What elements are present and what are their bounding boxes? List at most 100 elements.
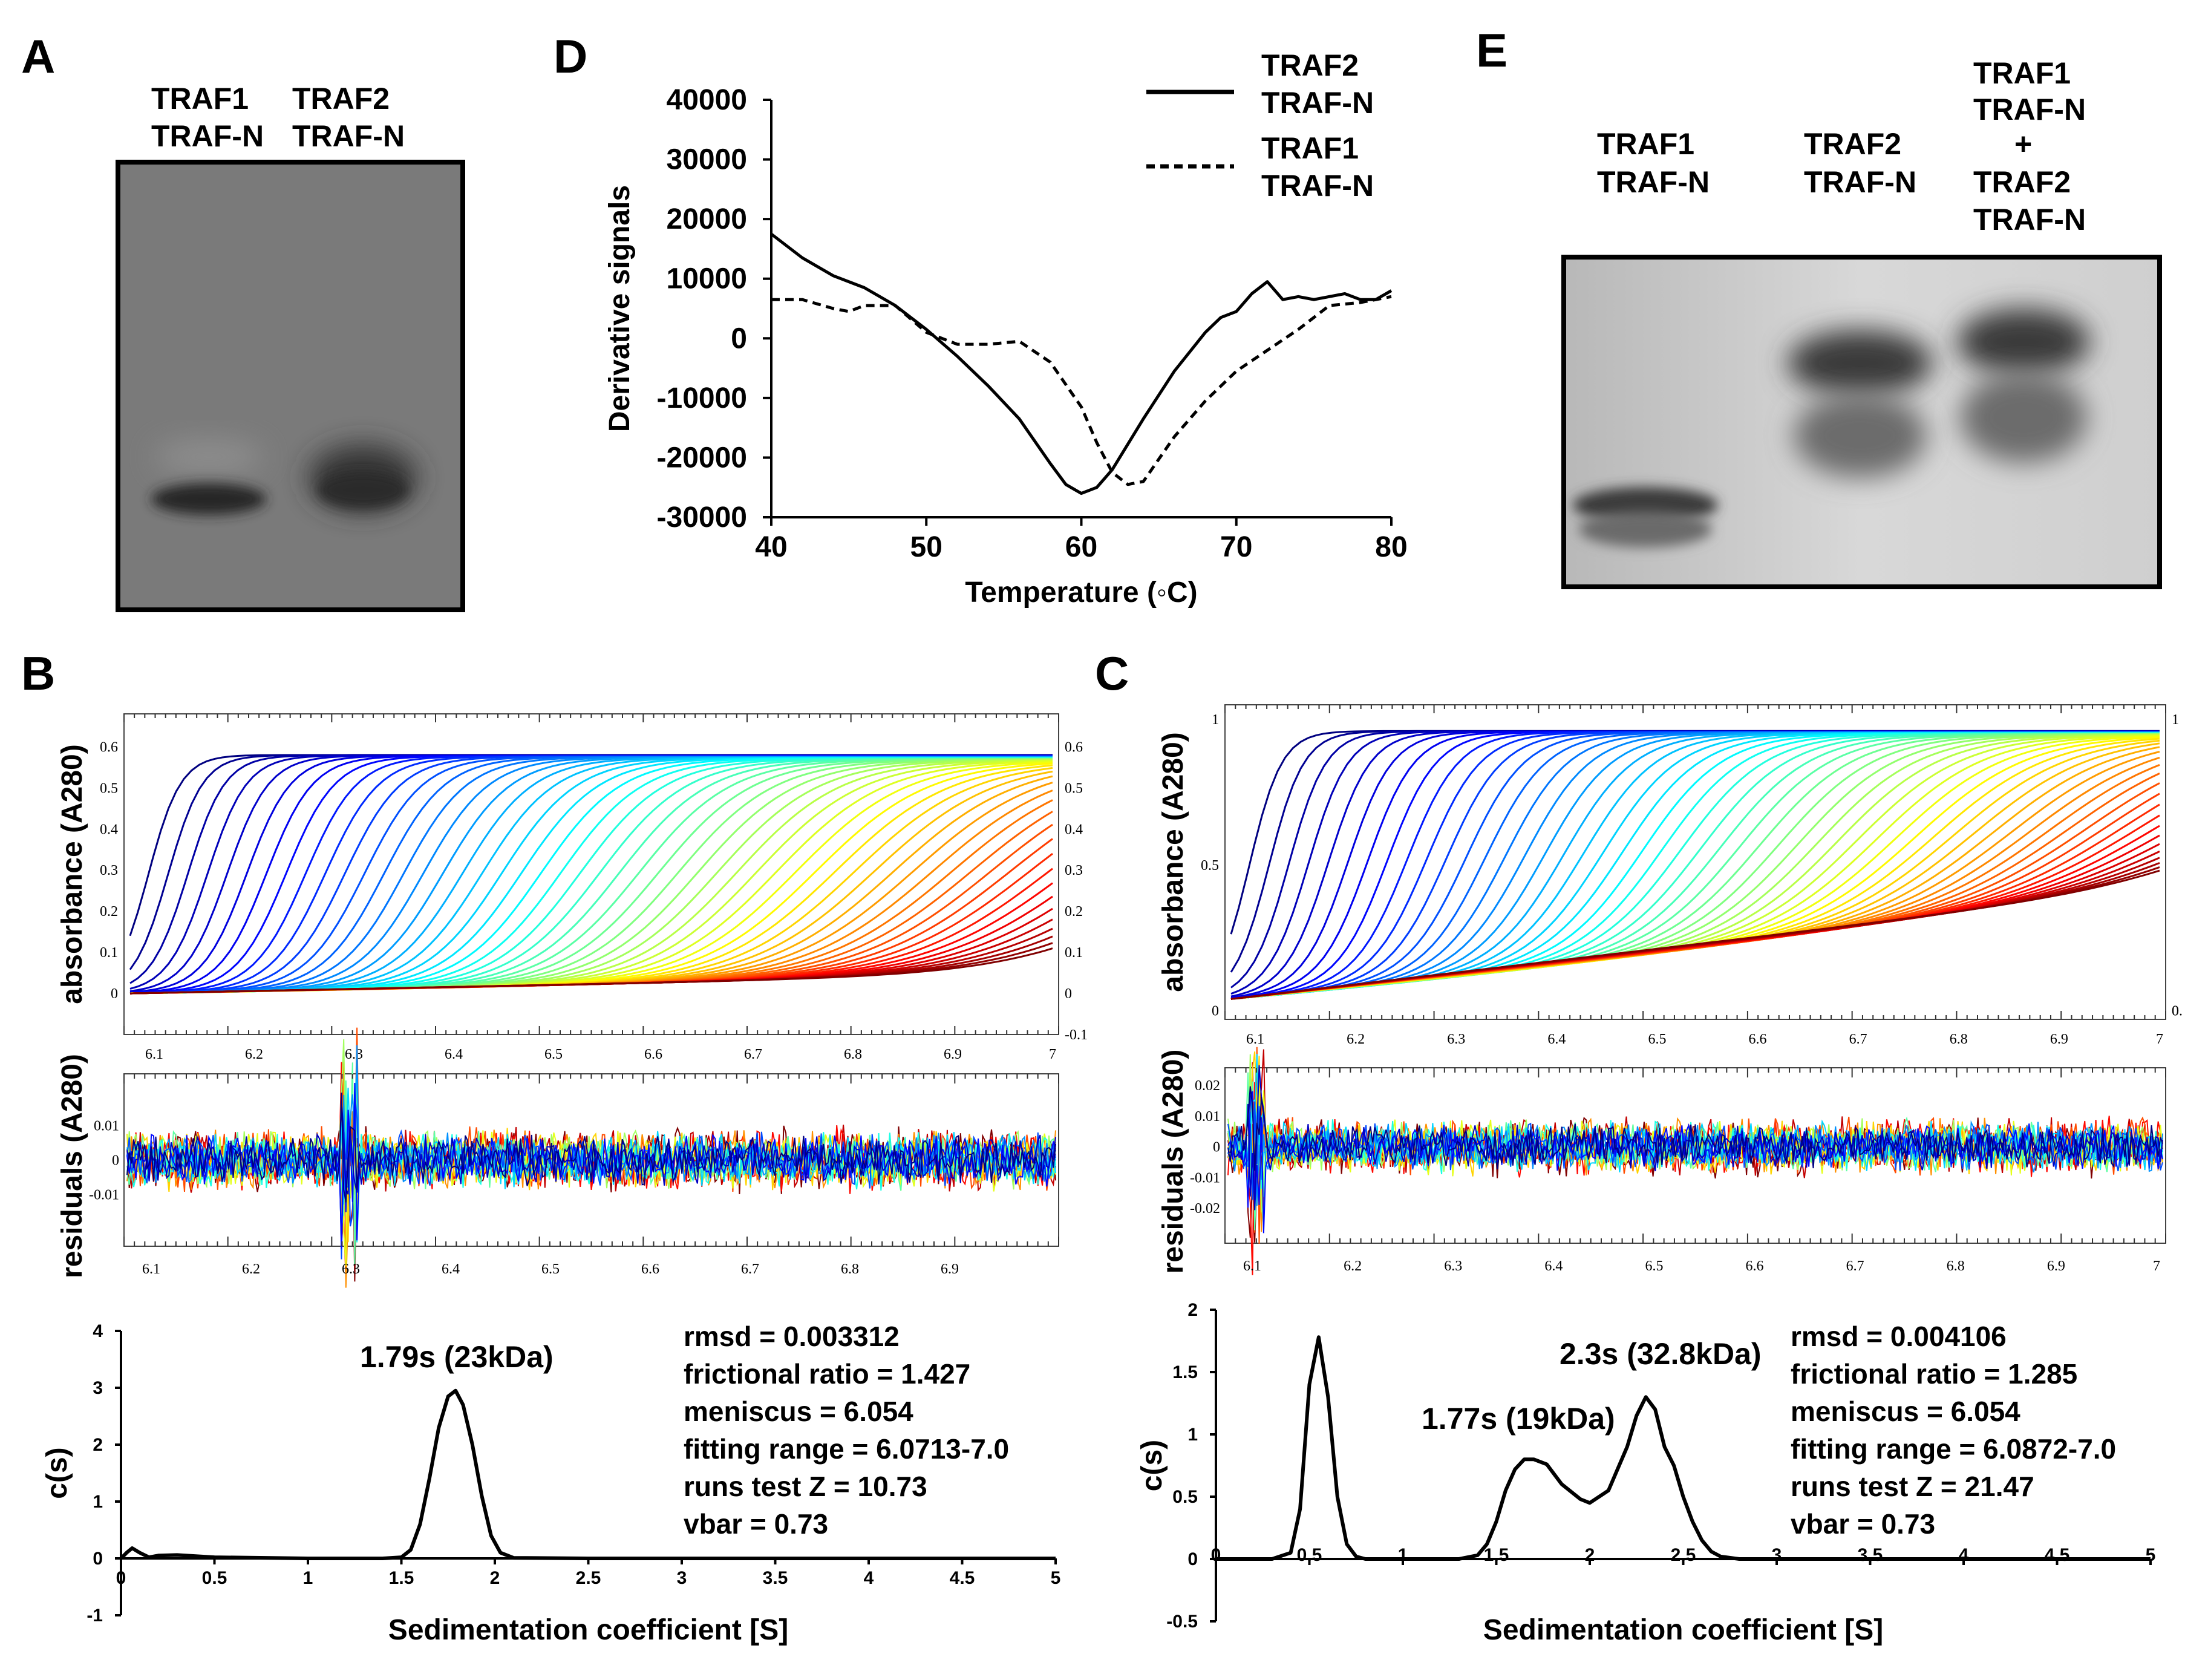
abs-y-right-tick-label: 0.4 [1065, 822, 1083, 837]
abs-y-tick-label: 0 [111, 986, 118, 1002]
residual-line [1227, 1086, 2163, 1171]
x-tick-label: 5 [1051, 1568, 1061, 1588]
x-axis-label: Sedimentation coefficient [S] [1483, 1614, 1883, 1646]
res-y-tick-label: -0.01 [1190, 1170, 1220, 1186]
y-tick-label: -10000 [657, 382, 747, 414]
abs-y-tick-label: 0.2 [100, 904, 118, 920]
abs-x-tick-label: 6.5 [1648, 1031, 1666, 1047]
peak-label-c2: 2.3s (32.8kDa) [1560, 1337, 1762, 1371]
res-x-tick-label: 6.3 [1444, 1258, 1462, 1274]
lane-e1-line1: TRAF1 [1597, 127, 1694, 161]
residuals-plot-c: 6.1 6.2 6.3 6.4 6.5 6.6 6.7 6.8 6.9 7 0.02 0.01 0 -0.… [1157, 1047, 2166, 1275]
res-x-tick-label: 6.5 [1645, 1258, 1663, 1274]
abs-y-axis-label: absorbance (A280) [56, 744, 88, 1004]
y-tick-label: -1 [87, 1606, 103, 1626]
res-x-tick-label: 6.5 [541, 1261, 560, 1277]
y-tick-label: 40000 [667, 84, 747, 116]
y-tick-label: 20000 [667, 203, 747, 235]
gel-e [1561, 255, 2162, 589]
lane-e3-plus: + [2014, 127, 2032, 161]
stat-b-vbar: vbar = 0.73 [684, 1508, 828, 1540]
panel-c: C 6.1 6.2 6.3 6.4 6.5 6.6 6.7 6.8 6.9 700.5100.1a… [1095, 647, 2183, 1646]
panel-b-letter: B [21, 647, 55, 700]
res-y-tick-label: -0.01 [89, 1188, 119, 1203]
cs-plot-c: 0 0.5 1 1.5 2 2.5 3 3.5 4 4.5 5 2 1.5 1 0.5 0 -0.5 Sedime… [1136, 1300, 2155, 1646]
x-tick-label: 2.5 [1671, 1545, 1696, 1565]
legend-dashed-label-2: TRAF-N [1261, 169, 1374, 203]
abs-y-right-tick-label: 0.1 [1065, 945, 1083, 961]
x-axis-label: Temperature (◦C) [965, 577, 1197, 609]
legend-solid-label-1: TRAF2 [1261, 48, 1359, 82]
abs-y-right-tick-label: 0.6 [1065, 739, 1083, 755]
gel-a [116, 160, 465, 612]
stats-c: rmsd = 0.004106 frictional ratio = 1.285… [1791, 1321, 2116, 1540]
panel-d: D 40 50 60 70 80 40000 30000 20000 10000 0 -10000 -… [554, 30, 1408, 609]
x-tick-label: 4 [864, 1568, 874, 1588]
res-x-tick-label: 7 [2153, 1258, 2160, 1274]
y-tick-label: 1 [93, 1492, 103, 1512]
y-axis-label: c(s) [41, 1447, 73, 1499]
stat-c-meniscus: meniscus = 6.054 [1791, 1396, 2020, 1427]
res-x-tick-label: 6.7 [741, 1261, 759, 1277]
abs-x-tick-label: 6.2 [1347, 1031, 1365, 1047]
x-tick-label: 2 [490, 1568, 500, 1588]
x-tick-label: 2.5 [576, 1568, 601, 1588]
res-x-tick-label: 6.9 [2047, 1258, 2065, 1274]
y-tick-label: 2 [93, 1435, 103, 1455]
res-x-tick-label: 6.6 [1746, 1258, 1764, 1274]
stat-b-runs: runs test Z = 10.73 [684, 1471, 927, 1502]
abs-y-right-tick-label: 0.2 [1065, 904, 1083, 920]
abs-x-tick-label: 7 [2156, 1031, 2163, 1047]
stat-c-rmsd: rmsd = 0.004106 [1791, 1321, 2007, 1352]
abs-y-right-tick-label: 0.3 [1065, 863, 1083, 878]
lane-a1-line2: TRAF-N [151, 119, 264, 153]
y-tick-label: 0 [731, 322, 747, 355]
y-tick-label: -30000 [657, 502, 747, 534]
abs-y-tick-label: 0.1 [100, 945, 118, 961]
res-y-tick-label: 0.02 [1195, 1078, 1220, 1094]
abs-y-tick-label: 0.5 [100, 780, 118, 796]
x-tick-label: 0.5 [1297, 1545, 1322, 1565]
abs-x-tick-label: 6.7 [744, 1047, 762, 1062]
y-tick-label: 3 [93, 1378, 103, 1398]
abs-x-tick-label: 6.8 [1950, 1031, 1968, 1047]
x-tick-label: 1.5 [389, 1568, 414, 1588]
res-x-tick-label: 6.2 [1344, 1258, 1362, 1274]
x-tick-label: 50 [910, 531, 942, 563]
residual-line [126, 1093, 1056, 1203]
x-tick-label: 1 [303, 1568, 313, 1588]
abs-x-tick-label: 6.5 [544, 1047, 563, 1062]
res-x-tick-label: 6.4 [1544, 1258, 1563, 1274]
lane-a2-line1: TRAF2 [292, 82, 390, 116]
x-tick-label: 0.5 [202, 1568, 227, 1588]
y-tick-label: 0 [1187, 1549, 1198, 1569]
abs-y-axis-label: absorbance (A280) [1157, 732, 1189, 992]
x-tick-label: 0 [116, 1568, 126, 1588]
y-tick-label: 0.5 [1172, 1487, 1198, 1507]
stat-c-fitting: fitting range = 6.0872-7.0 [1791, 1433, 2116, 1465]
abs-x-tick-label: 6.3 [345, 1047, 363, 1062]
y-tick-label: 0 [93, 1549, 103, 1569]
scan-line [1230, 869, 2160, 1000]
legend-solid-label-2: TRAF-N [1261, 86, 1374, 120]
stat-b-rmsd: rmsd = 0.003312 [684, 1321, 900, 1352]
res-x-tick-label: 6.6 [641, 1261, 659, 1277]
abs-y-right-tick-label: 0.5 [1065, 780, 1083, 796]
x-tick-label: 4 [1959, 1545, 1969, 1565]
residual-line [126, 1102, 1056, 1195]
x-tick-label: 1 [1398, 1545, 1408, 1565]
abs-y-right-tick-label: 0. [2172, 1004, 2183, 1019]
abs-x-tick-label: 6.6 [1749, 1031, 1767, 1047]
abs-x-tick-label: 6.6 [644, 1047, 662, 1062]
x-tick-label: 70 [1220, 531, 1252, 563]
stats-b: rmsd = 0.003312 frictional ratio = 1.427… [684, 1321, 1009, 1540]
x-tick-label: 60 [1065, 531, 1097, 563]
y-tick-label: 1 [1187, 1425, 1198, 1445]
res-x-tick-label: 6.8 [841, 1261, 859, 1277]
abs-x-tick-label: 6.4 [1547, 1031, 1566, 1047]
residuals-plot-b: 6.1 6.2 6.3 6.4 6.5 6.6 6.7 6.8 6.9 0.01 0 -0.01res… [56, 1027, 1059, 1288]
x-tick-label: 0 [1211, 1545, 1221, 1565]
panel-b: B 6.1 6.2 6.3 6.4 6.5 6.6 6.7 6.8 6.9 7 0 0.1 0.2 0.3… [21, 647, 1088, 1646]
y-tick-label: -0.5 [1166, 1612, 1198, 1632]
